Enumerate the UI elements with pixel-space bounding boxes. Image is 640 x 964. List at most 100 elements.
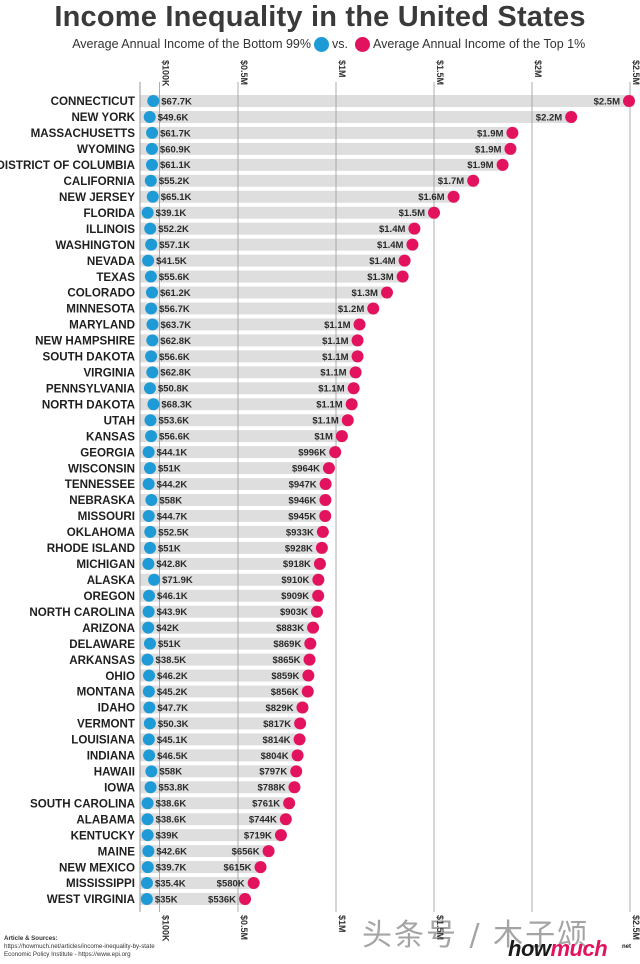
top-1-dot xyxy=(496,158,509,171)
top-1-value: $1.4M xyxy=(379,224,405,235)
bar-track xyxy=(140,733,304,746)
bottom-99-value: $51K xyxy=(158,463,181,474)
bottom-99-value: $50.3K xyxy=(158,719,189,730)
top-tick-label: $2.5M xyxy=(631,60,640,85)
bar-track xyxy=(140,334,362,347)
state-label: OHIO xyxy=(105,670,135,683)
bar-track xyxy=(140,685,312,698)
top-1-dot xyxy=(274,829,287,842)
bottom-99-dot xyxy=(147,398,160,411)
state-row: MINNESOTA $56.7K $1.2M xyxy=(66,302,380,316)
top-1-dot xyxy=(322,462,335,475)
state-label: MICHIGAN xyxy=(76,558,135,571)
top-1-dot xyxy=(301,685,314,698)
top-1-dot xyxy=(302,669,315,682)
state-label: NEW HAMPSHIRE xyxy=(35,335,135,348)
bottom-99-dot xyxy=(145,494,158,506)
top-1-value: $947K xyxy=(289,479,317,490)
bottom-99-dot xyxy=(143,669,156,682)
bottom-99-dot xyxy=(141,861,154,874)
state-label: SOUTH CAROLINA xyxy=(30,797,136,810)
bottom-99-dot xyxy=(142,733,155,746)
top-1-dot xyxy=(316,525,329,538)
state-row: RHODE ISLAND $51K $928K xyxy=(47,541,328,555)
state-label: MINNESOTA xyxy=(66,303,135,316)
footer-article-link[interactable]: https://howmuch.net/articles/income-ineq… xyxy=(4,943,155,950)
state-label: SOUTH DAKOTA xyxy=(42,351,135,364)
top-1-dot xyxy=(303,653,316,666)
top-1-dot xyxy=(239,893,252,905)
bottom-99-value: $45.2K xyxy=(157,687,188,698)
state-label: ALASKA xyxy=(87,574,136,587)
top-1-dot xyxy=(504,142,517,155)
state-row: ARKANSAS $38.5K $865K xyxy=(69,653,316,667)
bottom-99-value: $50.8K xyxy=(158,384,189,395)
top-1-value: $946K xyxy=(288,495,316,506)
bottom-99-value: $41.5K xyxy=(156,256,187,267)
state-row: ARIZONA $42K $883K xyxy=(82,621,320,635)
top-1-value: $829K xyxy=(265,703,293,714)
bar-track xyxy=(140,813,290,826)
state-row: ALABAMA $38.6K $744K xyxy=(76,813,292,826)
top-1-dot xyxy=(307,621,320,634)
top-1-value: $1.9M xyxy=(477,128,503,139)
bar-track xyxy=(140,270,407,283)
top-1-value: $859K xyxy=(271,671,299,682)
top-1-value: $1.1M xyxy=(316,400,342,411)
bar-track xyxy=(140,765,301,778)
state-label: ALABAMA xyxy=(76,813,135,826)
brand-net: net xyxy=(622,944,631,950)
bottom-99-dot xyxy=(142,605,155,618)
legend-bottom-label: Average Annual Income of the Bottom 99% xyxy=(72,37,311,51)
top-1-value: $1.6M xyxy=(418,192,444,203)
bottom-99-value: $44.1K xyxy=(157,448,188,459)
bottom-tick-label: $0.5M xyxy=(239,915,249,940)
bottom-99-dot xyxy=(148,573,161,586)
bottom-99-dot xyxy=(141,813,154,826)
top-1-value: $536K xyxy=(208,894,236,905)
state-label: VERMONT xyxy=(77,718,135,731)
top-1-dot xyxy=(428,206,440,219)
state-row: MICHIGAN $42.8K $918K xyxy=(76,557,326,571)
bottom-99-dot xyxy=(142,557,155,570)
top-1-value: $1.4M xyxy=(369,256,395,267)
state-label: MISSOURI xyxy=(78,510,135,523)
bar-track xyxy=(140,717,305,730)
top-1-dot xyxy=(290,765,303,778)
state-row: PENNSYLVANIA $50.8K $1.1M xyxy=(46,382,360,395)
bottom-99-value: $53.6K xyxy=(159,416,190,427)
state-row: MISSOURI $44.7K $945K xyxy=(78,509,332,523)
top-1-value: $814K xyxy=(263,735,291,746)
top-1-dot xyxy=(293,733,306,746)
state-row: ILLINOIS $52.2K $1.4M xyxy=(86,222,421,236)
bottom-99-value: $38.6K xyxy=(156,815,187,826)
top-1-dot xyxy=(349,366,362,379)
bottom-99-value: $56.7K xyxy=(159,304,190,315)
top-1-value: $1.5M xyxy=(399,208,425,219)
top-1-value: $1.1M xyxy=(322,352,348,363)
state-label: WYOMING xyxy=(77,143,135,156)
bottom-99-dot xyxy=(144,174,157,187)
bottom-99-dot xyxy=(143,749,156,762)
bar-track xyxy=(140,525,327,538)
top-1-dot xyxy=(288,781,301,794)
legend-top-dot-icon xyxy=(355,37,370,52)
top-1-dot xyxy=(294,717,307,730)
bottom-99-dot xyxy=(145,142,158,155)
state-row: FLORIDA $39.1K $1.5M xyxy=(83,206,440,220)
state-label: RHODE ISLAND xyxy=(47,542,135,555)
top-1-dot xyxy=(304,637,317,650)
bar-track xyxy=(140,701,307,714)
legend-top-label: Average Annual Income of the Top 1% xyxy=(373,37,586,51)
bottom-99-value: $35.4K xyxy=(155,878,186,889)
state-row: MARYLAND $63.7K $1.1M xyxy=(69,318,366,332)
top-1-value: $883K xyxy=(276,623,304,634)
bottom-99-value: $46.5K xyxy=(157,751,188,762)
bar-track xyxy=(140,494,330,506)
state-label: IOWA xyxy=(104,781,136,794)
footer-source-link[interactable]: Economic Policy Institute - https://www.… xyxy=(4,951,131,958)
bottom-99-value: $44.2K xyxy=(157,479,188,490)
state-row: OREGON $46.1K $909K xyxy=(83,589,325,603)
bottom-99-dot xyxy=(143,589,156,602)
bottom-99-dot xyxy=(145,238,158,251)
